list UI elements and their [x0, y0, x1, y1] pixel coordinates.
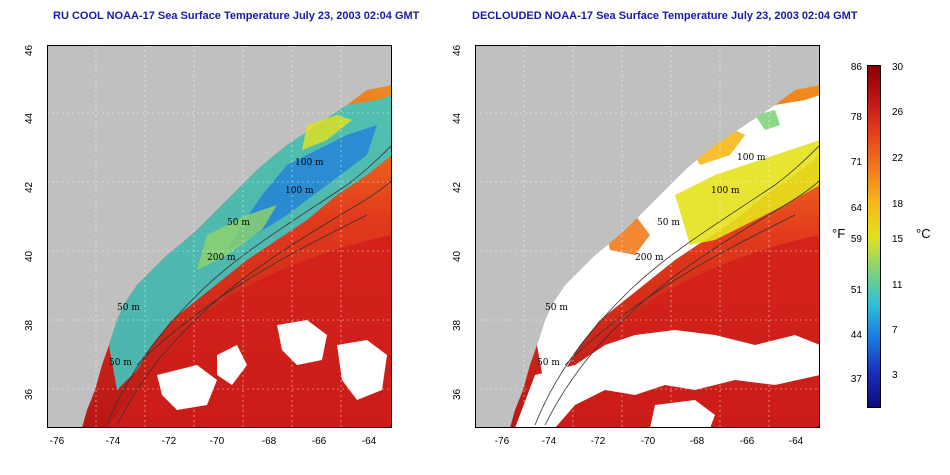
celsius-unit-label: °C	[916, 226, 931, 241]
celsius-tick: 30	[892, 62, 904, 73]
fahrenheit-tick: 71	[850, 157, 862, 168]
lon-tick-label: -76	[494, 436, 510, 447]
right-map-graphic: 100 m 100 m 50 m 200 m 50 m 50 m	[475, 45, 820, 428]
lat-tick-label: 40	[452, 250, 463, 262]
lon-tick-label: -74	[541, 436, 557, 447]
lon-tick-label: -66	[739, 436, 755, 447]
fahrenheit-tick: 37	[850, 374, 862, 385]
lon-tick-label: -72	[590, 436, 606, 447]
contour-label: 50 m	[227, 218, 250, 228]
lat-tick-label: 36	[24, 388, 35, 400]
fahrenheit-tick: 64	[850, 203, 862, 214]
lon-tick-label: -68	[261, 436, 277, 447]
lat-tick-label: 40	[24, 250, 35, 262]
cloud-patch	[157, 365, 217, 410]
cloud-patch	[217, 345, 247, 385]
lon-tick-label: -66	[311, 436, 327, 447]
lat-tick-label: 46	[24, 44, 35, 56]
contour-label: 100 m	[295, 158, 324, 168]
fahrenheit-tick: 51	[850, 285, 862, 296]
lon-tick-label: -64	[361, 436, 377, 447]
fahrenheit-tick: 86	[850, 62, 862, 73]
cloud-patch	[277, 320, 327, 365]
lon-tick-label: -64	[788, 436, 804, 447]
contour-label: 200 m	[635, 253, 664, 263]
lon-tick-label: -68	[689, 436, 705, 447]
land-area	[475, 45, 820, 428]
lat-tick-label: 38	[24, 319, 35, 331]
contour-label: 200 m	[207, 253, 236, 263]
lat-tick-label: 36	[452, 388, 463, 400]
contour-label: 50 m	[545, 303, 568, 313]
fahrenheit-tick: 78	[850, 112, 862, 123]
celsius-tick: 7	[892, 325, 898, 336]
contour-label: 50 m	[657, 218, 680, 228]
lat-tick-label: 44	[452, 112, 463, 124]
fahrenheit-unit-label: °F	[832, 226, 846, 241]
celsius-tick: 15	[892, 234, 904, 245]
lat-tick-label: 42	[452, 181, 463, 193]
celsius-tick: 18	[892, 199, 904, 210]
right-sst-map: 100 m 100 m 50 m 200 m 50 m 50 m	[475, 45, 820, 428]
lon-tick-label: -70	[209, 436, 225, 447]
lat-tick-label: 44	[24, 112, 35, 124]
celsius-tick: 26	[892, 107, 904, 118]
lat-tick-label: 42	[24, 181, 35, 193]
fahrenheit-tick: 44	[850, 330, 862, 341]
lon-tick-label: -72	[161, 436, 177, 447]
lon-tick-label: -74	[105, 436, 121, 447]
celsius-tick: 3	[892, 370, 898, 381]
left-map-title: RU COOL NOAA-17 Sea Surface Temperature …	[53, 10, 420, 22]
right-map-title: DECLOUDED NOAA-17 Sea Surface Temperatur…	[472, 10, 858, 22]
left-map-graphic: 100 m 100 m 50 m 200 m 50 m 50 m	[47, 45, 392, 428]
contour-label: 50 m	[537, 358, 560, 368]
contour-label: 50 m	[109, 358, 132, 368]
contour-label: 100 m	[737, 153, 766, 163]
lat-tick-label: 38	[452, 319, 463, 331]
celsius-tick: 22	[892, 153, 904, 164]
lon-tick-label: -70	[640, 436, 656, 447]
masked-area	[650, 400, 715, 428]
lon-tick-label: -76	[49, 436, 65, 447]
contour-label: 100 m	[285, 186, 314, 196]
celsius-tick: 11	[892, 280, 903, 291]
contour-label: 100 m	[711, 186, 740, 196]
cloud-patch	[337, 340, 387, 400]
lat-tick-label: 46	[452, 44, 463, 56]
left-sst-map: 100 m 100 m 50 m 200 m 50 m 50 m	[47, 45, 392, 428]
contour-label: 50 m	[117, 303, 140, 313]
fahrenheit-tick: 59	[850, 234, 862, 245]
temperature-colorbar	[867, 65, 881, 408]
land-area	[47, 45, 392, 428]
